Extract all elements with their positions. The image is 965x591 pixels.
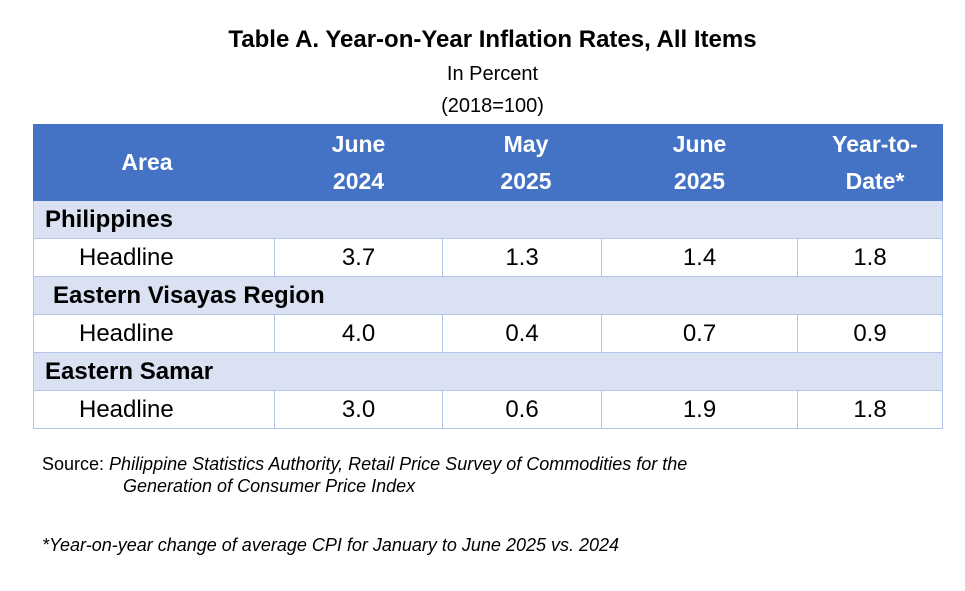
cell-value: 0.7 xyxy=(601,314,798,353)
table-title: Table A. Year-on-Year Inflation Rates, A… xyxy=(228,26,757,53)
cell-value: 3.0 xyxy=(274,390,443,429)
header-june-2024: June 2024 xyxy=(274,124,443,201)
table-subtitle-unit: In Percent xyxy=(446,63,539,85)
header-row: Area June 2024 May 2025 June 2025 Year-t… xyxy=(33,124,943,201)
header-june-2025: June 2025 xyxy=(601,124,798,201)
table-subtitle-base: (2018=100) xyxy=(441,95,544,117)
header-year-to-date: Year-to- Date* xyxy=(797,124,943,201)
row-label: Headline xyxy=(33,314,275,353)
table-row: Headline 3.0 0.6 1.9 1.8 xyxy=(33,390,943,429)
cell-value: 0.4 xyxy=(442,314,602,353)
header-may-2025: May 2025 xyxy=(442,124,602,201)
group-row-eastern-samar: Eastern Samar xyxy=(33,352,943,391)
header-ytd-line2: Date* xyxy=(845,167,905,194)
cell-value: 1.8 xyxy=(797,390,943,429)
footnote: *Year-on-year change of average CPI for … xyxy=(42,535,620,555)
cell-value: 0.9 xyxy=(797,314,943,353)
row-label: Headline xyxy=(33,390,275,429)
cell-value: 1.3 xyxy=(442,238,602,277)
group-label: Eastern Visayas Region xyxy=(33,276,943,315)
table-row: Headline 3.7 1.3 1.4 1.8 xyxy=(33,238,943,277)
header-area: Area xyxy=(33,124,275,201)
header-june-2025-year: 2025 xyxy=(673,167,726,194)
group-label: Philippines xyxy=(33,200,943,239)
header-june-2024-year: 2024 xyxy=(332,167,385,194)
group-label: Eastern Samar xyxy=(33,352,943,391)
cell-value: 1.8 xyxy=(797,238,943,277)
cell-value: 0.6 xyxy=(442,390,602,429)
table-row: Headline 4.0 0.4 0.7 0.9 xyxy=(33,314,943,353)
source-label: Source: xyxy=(42,454,110,474)
header-june-2024-month: June xyxy=(331,130,386,157)
group-row-philippines: Philippines xyxy=(33,200,943,239)
cell-value: 1.4 xyxy=(601,238,798,277)
cell-value: 4.0 xyxy=(274,314,443,353)
header-june-2025-month: June xyxy=(672,130,727,157)
row-label: Headline xyxy=(33,238,275,277)
group-row-eastern-visayas: Eastern Visayas Region xyxy=(33,276,943,315)
header-may-2025-month: May xyxy=(503,130,549,157)
header-may-2025-year: 2025 xyxy=(500,167,552,194)
source-text-line1: Philippine Statistics Authority, Retail … xyxy=(109,454,688,474)
cell-value: 3.7 xyxy=(274,238,443,277)
header-ytd-line1: Year-to- xyxy=(832,130,918,157)
source-text-line2: Generation of Consumer Price Index xyxy=(123,476,416,496)
cell-value: 1.9 xyxy=(601,390,798,429)
inflation-table: Area June 2024 May 2025 June 2025 Year-t… xyxy=(33,124,943,429)
source-note: Source: Philippine Statistics Authority,… xyxy=(42,452,687,476)
